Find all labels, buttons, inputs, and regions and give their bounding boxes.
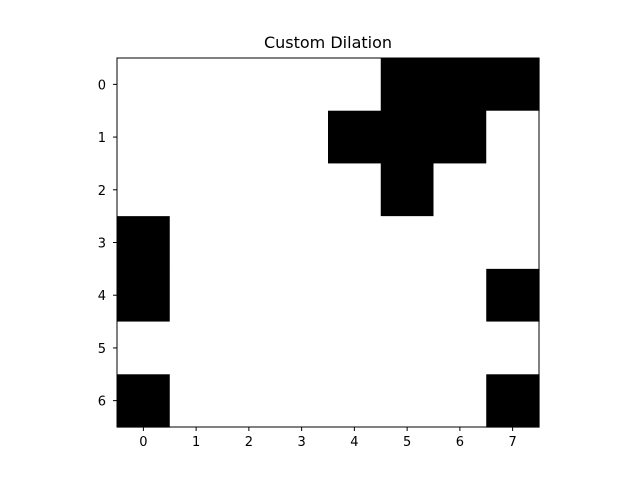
heatmap-cell-r2-c2 [222, 163, 276, 217]
heatmap-cell-r5-c7 [486, 321, 540, 375]
y-tick-label-1: 1 [98, 131, 106, 146]
heatmap-cell-r4-c4 [328, 268, 382, 323]
heatmap-cell-r1-c7 [486, 110, 540, 165]
x-tick-label-2: 2 [245, 435, 253, 450]
heatmap-cell-r6-c5 [380, 374, 435, 428]
heatmap-cell-r5-c6 [433, 321, 487, 375]
y-tick-label-3: 3 [98, 237, 106, 252]
heatmap-cell-r6-c6 [433, 374, 487, 428]
heatmap-cell-r3-c1 [169, 216, 224, 270]
y-tick-label-4: 4 [98, 289, 106, 304]
heatmap-cell-r4-c7 [486, 268, 540, 323]
heatmap-cell-r4-c1 [169, 268, 224, 323]
x-tick-label-7: 7 [508, 435, 516, 450]
y-axis: 0 1 2 3 4 5 6 [98, 78, 117, 410]
heatmap-cell-r5-c4 [328, 321, 382, 375]
heatmap-cell-r1-c4 [328, 110, 382, 165]
heatmap-cell-r1-c2 [222, 110, 276, 165]
heatmap-cell-r0-c6 [433, 58, 487, 112]
heatmap-cell-r0-c4 [328, 58, 382, 112]
y-tick-label-0: 0 [98, 78, 106, 93]
heatmap-cells [117, 58, 540, 428]
heatmap-cell-r0-c5 [380, 58, 435, 112]
heatmap-cell-r3-c2 [222, 216, 276, 270]
y-tick-label-5: 5 [98, 342, 106, 357]
heatmap-cell-r5-c3 [275, 321, 329, 375]
heatmap-cell-r1-c6 [433, 110, 487, 165]
y-tick-label-2: 2 [98, 184, 106, 199]
heatmap-cell-r4-c3 [275, 268, 329, 323]
heatmap-cell-r4-c2 [222, 268, 276, 323]
heatmap-cell-r6-c4 [328, 374, 382, 428]
heatmap-cell-r1-c3 [275, 110, 329, 165]
heatmap-cell-r2-c3 [275, 163, 329, 217]
heatmap-cell-r0-c3 [275, 58, 329, 112]
heatmap-cell-r2-c4 [328, 163, 382, 217]
heatmap-cell-r4-c6 [433, 268, 487, 323]
heatmap-cell-r3-c4 [328, 216, 382, 270]
heatmap-cell-r2-c7 [486, 163, 540, 217]
heatmap-cell-r6-c0 [117, 374, 171, 428]
heatmap-cell-r2-c5 [380, 163, 435, 217]
heatmap-cell-r5-c2 [222, 321, 276, 375]
x-tick-label-5: 5 [403, 435, 411, 450]
heatmap-cell-r3-c7 [486, 216, 540, 270]
heatmap-cell-r1-c5 [380, 110, 435, 165]
x-tick-label-3: 3 [297, 435, 305, 450]
heatmap-cell-r3-c5 [380, 216, 435, 270]
heatmap-cell-r0-c0 [117, 58, 171, 112]
heatmap-cell-r4-c0 [117, 268, 171, 323]
heatmap-cell-r3-c6 [433, 216, 487, 270]
heatmap-cell-r0-c1 [169, 58, 224, 112]
heatmap-cell-r5-c5 [380, 321, 435, 375]
x-axis: 0 1 2 3 4 5 6 7 [139, 427, 517, 450]
heatmap-cell-r6-c3 [275, 374, 329, 428]
x-tick-label-0: 0 [139, 435, 147, 450]
heatmap-cell-r6-c1 [169, 374, 224, 428]
heatmap-cell-r6-c7 [486, 374, 540, 428]
heatmap-cell-r1-c1 [169, 110, 224, 165]
chart-title: Custom Dilation [264, 33, 392, 52]
heatmap-cell-r2-c1 [169, 163, 224, 217]
heatmap-cell-r0-c2 [222, 58, 276, 112]
heatmap-cell-r3-c3 [275, 216, 329, 270]
heatmap-cell-r2-c0 [117, 163, 171, 217]
heatmap-cell-r5-c1 [169, 321, 224, 375]
heatmap-cell-r2-c6 [433, 163, 487, 217]
x-tick-label-6: 6 [456, 435, 464, 450]
x-tick-label-4: 4 [350, 435, 358, 450]
y-tick-label-6: 6 [98, 395, 106, 410]
heatmap-cell-r4-c5 [380, 268, 435, 323]
x-tick-label-1: 1 [192, 435, 200, 450]
heatmap-cell-r0-c7 [486, 58, 540, 112]
heatmap-cell-r3-c0 [117, 216, 171, 270]
heatmap-cell-r5-c0 [117, 321, 171, 375]
heatmap-cell-r1-c0 [117, 110, 171, 165]
heatmap-cell-r6-c2 [222, 374, 276, 428]
